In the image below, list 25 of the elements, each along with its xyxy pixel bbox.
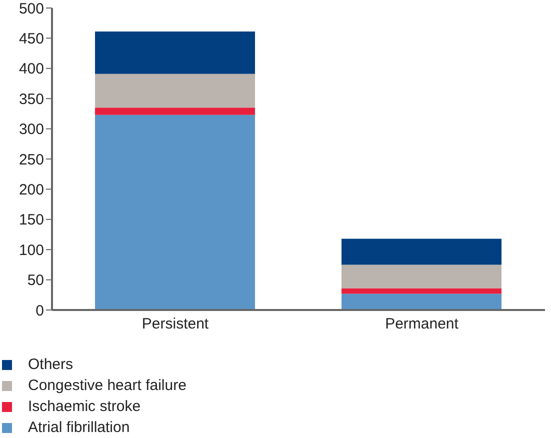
legend-label: Congestive heart failure	[28, 377, 186, 394]
bar	[95, 114, 255, 310]
y-tick-label: 350	[18, 90, 44, 108]
bar	[342, 294, 502, 310]
bar	[95, 74, 255, 108]
legend-label: Atrial fibrillation	[28, 419, 130, 436]
bar	[342, 238, 502, 265]
legend-label: Ischaemic stroke	[28, 398, 141, 415]
y-tick-label: 200	[18, 182, 44, 199]
bar	[95, 108, 255, 115]
y-tick-label: 500	[18, 0, 44, 18]
y-tick-label: 150	[18, 212, 44, 229]
bar	[95, 32, 255, 74]
y-tick-label: 100	[18, 242, 44, 259]
bar	[342, 264, 502, 288]
x-tick-label: Permanent	[385, 316, 460, 333]
y-tick-label: 300	[18, 121, 44, 138]
bar	[342, 288, 502, 294]
y-tick-label: 450	[18, 30, 44, 48]
y-tick-label: 0	[36, 302, 44, 320]
y-tick-label: 250	[18, 151, 44, 168]
x-tick-label: Persistent	[142, 316, 210, 333]
y-tick-label: 400	[18, 60, 44, 78]
y-tick-label: 50	[27, 272, 44, 290]
legend-label: Others	[28, 356, 74, 373]
